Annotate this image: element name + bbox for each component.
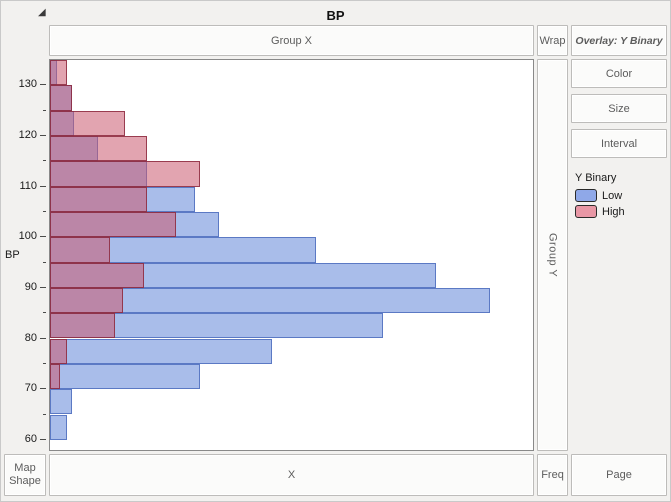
histogram-bar-high[interactable] <box>50 262 145 288</box>
chart-title: BP <box>326 8 345 23</box>
drop-zone-group-y-label: Group Y <box>546 232 559 278</box>
y-tick-minor <box>43 210 46 212</box>
y-tick-major <box>40 388 46 390</box>
drop-zone-x[interactable]: X <box>49 454 534 496</box>
histogram-bar-high[interactable] <box>50 161 200 187</box>
y-tick-minor <box>43 261 46 263</box>
legend-swatch-high[interactable] <box>575 205 597 218</box>
drop-zone-size[interactable]: Size <box>571 94 667 123</box>
corner-spacer <box>4 25 46 56</box>
drop-zone-interval[interactable]: Interval <box>571 129 667 158</box>
y-tick-major <box>40 337 46 339</box>
histogram-bar-high[interactable] <box>50 110 125 136</box>
histogram-bar-low[interactable] <box>50 389 72 415</box>
histogram-bar-high[interactable] <box>50 60 67 86</box>
legend-label: Low <box>602 189 623 202</box>
y-tick-label: 90 <box>24 280 37 293</box>
y-tick-label: 100 <box>18 230 37 243</box>
histogram-bar-low[interactable] <box>50 338 273 364</box>
legend-item-low[interactable]: Low <box>575 189 667 202</box>
y-tick-label: 60 <box>24 432 37 445</box>
y-axis[interactable]: BP 60 70 80 90 100 110 120 130 <box>4 59 46 451</box>
graph-builder-layout: Group X Wrap Overlay: Y Binary BP 60 70 80… <box>4 25 667 496</box>
histogram-bar-low[interactable] <box>50 363 200 390</box>
y-tick-minor <box>43 312 46 314</box>
y-tick-minor <box>43 362 46 364</box>
right-panel: Color Size Interval Y Binary Low High <box>571 59 667 451</box>
y-tick-major <box>40 236 46 238</box>
histogram-bar-low[interactable] <box>50 287 490 314</box>
y-tick-label: 80 <box>24 331 37 344</box>
y-tick-minor <box>43 160 46 162</box>
histogram-bar-high[interactable] <box>50 85 72 111</box>
plot-area[interactable] <box>49 59 534 451</box>
y-tick-major <box>40 438 46 440</box>
y-tick-major <box>40 286 46 288</box>
histogram-bar-high[interactable] <box>50 287 123 314</box>
histogram-bar-low[interactable] <box>50 414 67 440</box>
disclosure-triangle-icon[interactable]: ◢ <box>38 7 46 18</box>
y-tick-major <box>40 185 46 187</box>
histogram-bar-high[interactable] <box>50 237 111 263</box>
drop-zone-color[interactable]: Color <box>571 59 667 88</box>
y-tick-major <box>40 135 46 136</box>
y-tick-major <box>40 84 46 86</box>
y-tick-label: 110 <box>19 179 37 192</box>
histogram-bar-high[interactable] <box>50 211 176 238</box>
legend-label: High <box>602 205 625 218</box>
drop-zone-map-shape[interactable]: Map Shape <box>4 454 46 496</box>
legend-swatch-low[interactable] <box>575 189 597 202</box>
drop-zone-group-x[interactable]: Group X <box>49 25 534 56</box>
drop-zone-freq[interactable]: Freq <box>537 454 568 496</box>
legend-items: Low High <box>575 189 667 218</box>
y-tick-label: 70 <box>24 382 37 395</box>
histogram-bar-high[interactable] <box>50 338 67 364</box>
legend-title: Y Binary <box>575 172 617 184</box>
drop-zone-group-y[interactable]: Group Y <box>537 59 568 451</box>
legend-item-high[interactable]: High <box>575 205 667 218</box>
y-axis-title[interactable]: BP <box>5 249 20 262</box>
histogram-bar-high[interactable] <box>50 313 116 339</box>
drop-zone-overlay[interactable]: Overlay: Y Binary <box>571 25 667 56</box>
histogram-bar-high[interactable] <box>50 186 147 212</box>
legend: Y Binary Low High <box>571 172 667 221</box>
drop-zone-page[interactable]: Page <box>571 454 667 496</box>
histogram-bar-high[interactable] <box>50 363 60 390</box>
y-tick-label: 130 <box>18 78 37 91</box>
y-tick-label: 120 <box>18 129 37 141</box>
y-tick-minor <box>43 413 46 415</box>
drop-zone-wrap[interactable]: Wrap <box>537 25 568 56</box>
histogram-bar-high[interactable] <box>50 136 147 162</box>
y-tick-minor <box>43 109 46 111</box>
